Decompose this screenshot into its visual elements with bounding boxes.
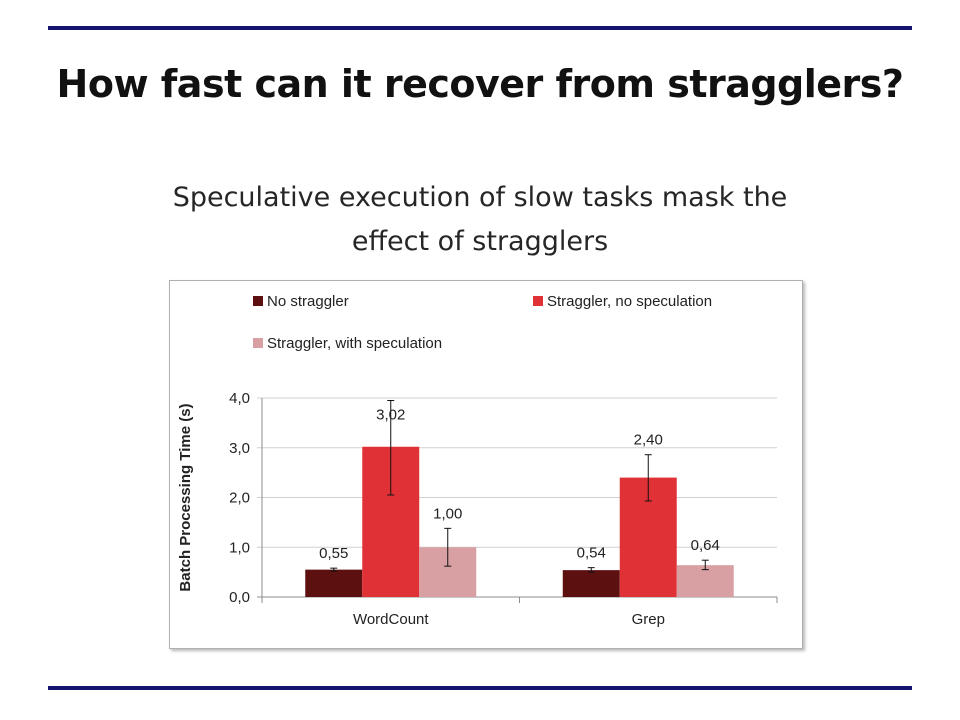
bar-0-0	[305, 569, 363, 597]
slide-subtitle: Speculative execution of slow tasks mask…	[130, 176, 830, 264]
legend-swatch-0	[253, 296, 263, 306]
bar-1-2	[676, 565, 734, 597]
legend-label-2: Straggler, with speculation	[267, 335, 442, 352]
x-tick-label-1: Grep	[632, 611, 665, 628]
data-label-0-2: 1,00	[433, 505, 462, 522]
legend-swatch-1	[533, 296, 543, 306]
subtitle-line-2: effect of stragglers	[351, 226, 609, 257]
top-rule	[48, 26, 912, 30]
y-tick-label-0: 0,0	[229, 589, 250, 606]
x-tick-label-0: WordCount	[353, 611, 429, 628]
y-tick-label-1: 1,0	[229, 539, 250, 556]
legend-label-1: Straggler, no speculation	[547, 293, 712, 310]
subtitle-line-1: Speculative execution of slow tasks mask…	[172, 182, 788, 213]
bottom-rule	[48, 686, 912, 690]
y-axis-title: Batch Processing Time (s)	[177, 403, 194, 591]
data-label-0-1: 3,02	[376, 406, 405, 423]
chart-frame: 0,0 1,0 2,0 3,0 4,0 Batch Processing Time (s)…	[169, 280, 803, 649]
y-tick-label-2: 2,0	[229, 490, 250, 507]
data-label-1-2: 0,64	[691, 537, 720, 554]
legend-swatch-2	[253, 338, 263, 348]
data-label-0-0: 0,55	[319, 545, 348, 562]
bar-chart: 0,0 1,0 2,0 3,0 4,0 Batch Processing Time (s)…	[177, 293, 778, 628]
y-tick-label-3: 3,0	[229, 440, 250, 457]
legend-label-0: No straggler	[267, 293, 349, 310]
data-label-1-0: 0,54	[577, 545, 606, 562]
bar-1-0	[562, 570, 620, 597]
slide-title: How fast can it recover from stragglers?	[56, 62, 904, 106]
data-label-1-1: 2,40	[634, 432, 663, 449]
y-tick-label-4: 4,0	[229, 390, 250, 407]
